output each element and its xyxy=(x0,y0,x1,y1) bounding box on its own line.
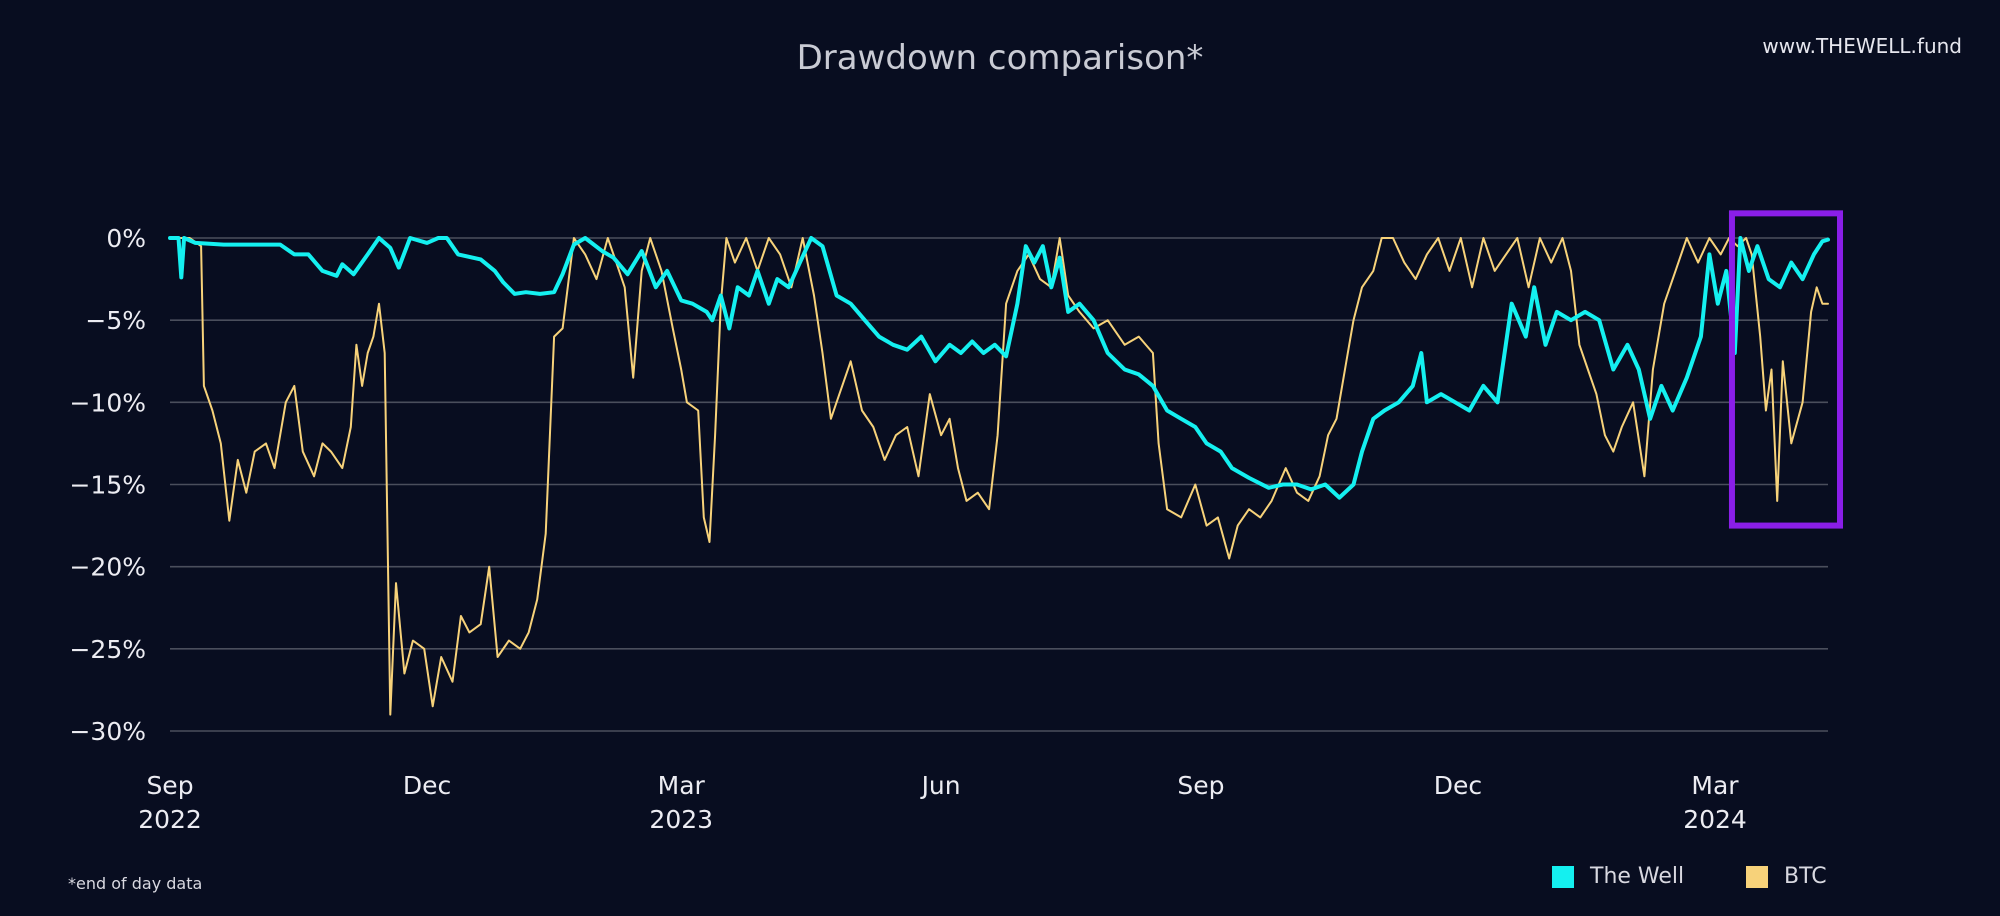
x-tick-year-label: 2022 xyxy=(138,805,202,834)
legend-item-the-well: The Well xyxy=(1552,864,1684,889)
chart-title: Drawdown comparison* xyxy=(796,38,1204,78)
series-line-the-well xyxy=(168,236,1830,500)
y-tick-label: −30% xyxy=(69,717,146,746)
legend-swatch-btc xyxy=(1746,865,1768,888)
x-tick-label: Jun xyxy=(920,771,961,800)
y-tick-label: −10% xyxy=(69,388,146,417)
legend-label-btc: BTC xyxy=(1784,864,1827,889)
legend-item-btc: BTC xyxy=(1746,864,1827,889)
y-tick-label: 0% xyxy=(106,224,146,253)
series-line-btc xyxy=(169,237,1829,716)
x-tick-year-label: 2023 xyxy=(649,805,713,834)
x-tick-label: Dec xyxy=(1434,771,1482,800)
highlight-box xyxy=(1728,210,1844,529)
x-tick-label: Dec xyxy=(403,771,451,800)
x-tick-label: Mar xyxy=(658,771,706,800)
x-tick-label: Sep xyxy=(146,771,193,800)
site-label[interactable]: www.THEWELL.fund xyxy=(1762,34,1962,58)
x-tick-label: Mar xyxy=(1691,771,1739,800)
y-tick-label: −25% xyxy=(69,635,146,664)
x-tick-year-label: 2024 xyxy=(1683,805,1747,834)
y-tick-label: −5% xyxy=(85,306,146,335)
x-tick-label: Sep xyxy=(1177,771,1224,800)
legend-swatch-the-well xyxy=(1552,865,1574,888)
y-tick-label: −15% xyxy=(69,471,146,500)
legend-label-the-well: The Well xyxy=(1590,864,1685,889)
footnote: *end of day data xyxy=(68,874,203,893)
y-tick-label: −20% xyxy=(69,553,146,582)
